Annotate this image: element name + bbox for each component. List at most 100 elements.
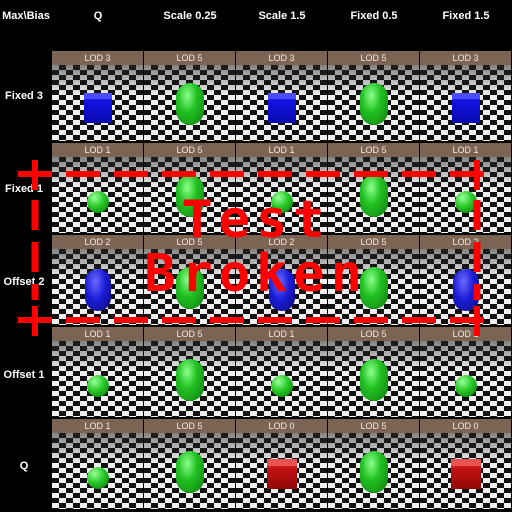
lod-label: LOD 5 bbox=[144, 419, 235, 433]
capsule-object bbox=[359, 175, 388, 217]
checkerboard-scene bbox=[328, 65, 419, 141]
checkerboard-scene bbox=[236, 249, 327, 325]
lod-label: LOD 2 bbox=[420, 235, 511, 249]
grid-cell: LOD 1 bbox=[52, 327, 143, 417]
lod-label: LOD 2 bbox=[52, 235, 143, 249]
checkerboard-scene bbox=[420, 65, 511, 141]
checkerboard-scene bbox=[328, 157, 419, 233]
lod-label: LOD 3 bbox=[52, 51, 143, 65]
grid-cell: LOD 5 bbox=[328, 143, 419, 233]
grid-cell: LOD 5 bbox=[328, 327, 419, 417]
checkerboard-scene bbox=[328, 341, 419, 417]
lod-label: LOD 0 bbox=[236, 419, 327, 433]
lod-label: LOD 1 bbox=[236, 327, 327, 341]
grid-cell: LOD 5 bbox=[144, 51, 235, 141]
checkerboard-scene bbox=[144, 249, 235, 325]
capsule-object bbox=[175, 451, 204, 493]
checkerboard-scene bbox=[236, 341, 327, 417]
cube-blue-object bbox=[451, 93, 480, 123]
row-header: Fixed 3 bbox=[5, 90, 43, 102]
capsule-blue-object bbox=[452, 269, 479, 311]
checkerboard-scene bbox=[328, 249, 419, 325]
column-header-scale-025: Scale 0.25 bbox=[163, 10, 217, 22]
lod-label: LOD 3 bbox=[420, 51, 511, 65]
lod-label: LOD 5 bbox=[328, 327, 419, 341]
lod-label: LOD 3 bbox=[236, 51, 327, 65]
lod-label: LOD 2 bbox=[236, 235, 327, 249]
lod-label: LOD 5 bbox=[328, 419, 419, 433]
lod-label: LOD 5 bbox=[328, 143, 419, 157]
lod-label: LOD 5 bbox=[144, 235, 235, 249]
lod-label: LOD 1 bbox=[52, 143, 143, 157]
checkerboard-scene bbox=[144, 433, 235, 509]
capsule-object bbox=[175, 175, 204, 217]
corner-label: Max\Bias bbox=[2, 10, 50, 22]
checkerboard-scene bbox=[52, 65, 143, 141]
grid-cell: LOD 1 bbox=[236, 327, 327, 417]
column-header-scale-15: Scale 1.5 bbox=[258, 10, 306, 22]
capsule-object bbox=[175, 267, 204, 309]
lod-label: LOD 0 bbox=[420, 419, 511, 433]
grid-cell: LOD 2 bbox=[52, 235, 143, 325]
grid-cell: LOD 5 bbox=[328, 235, 419, 325]
capsule-object bbox=[359, 359, 388, 401]
grid-cell: LOD 5 bbox=[144, 143, 235, 233]
lod-label: LOD 5 bbox=[144, 327, 235, 341]
sphere-object bbox=[86, 467, 109, 489]
grid-cell: LOD 3 bbox=[52, 51, 143, 141]
checkerboard-scene bbox=[420, 157, 511, 233]
lod-label: LOD 5 bbox=[144, 143, 235, 157]
checkerboard-scene bbox=[52, 341, 143, 417]
grid-cell: LOD 1 bbox=[52, 143, 143, 233]
capsule-object bbox=[175, 83, 204, 125]
row-header: Q bbox=[19, 460, 29, 472]
checkerboard-scene bbox=[420, 249, 511, 325]
column-header-fixed-15: Fixed 1.5 bbox=[442, 10, 490, 22]
grid-cell: LOD 3 bbox=[236, 51, 327, 141]
column-header-fixed-05: Fixed 0.5 bbox=[350, 10, 398, 22]
cube-blue-object bbox=[267, 93, 296, 123]
grid-cell: LOD 1 bbox=[420, 327, 511, 417]
grid-cell: LOD 1 bbox=[420, 143, 511, 233]
row-header: Offset 1 bbox=[3, 369, 45, 381]
capsule-blue-object bbox=[268, 269, 295, 311]
cube-red-object bbox=[450, 459, 481, 489]
row-header: Fixed 1 bbox=[5, 183, 43, 195]
row-header: Offset 2 bbox=[3, 276, 45, 288]
checkerboard-scene bbox=[420, 433, 511, 509]
cube-red-object bbox=[266, 459, 297, 489]
grid-cell: LOD 5 bbox=[144, 419, 235, 509]
sphere-object bbox=[270, 375, 293, 397]
capsule-blue-object bbox=[84, 269, 111, 311]
cube-blue-object bbox=[83, 93, 112, 123]
grid-cell: LOD 5 bbox=[328, 51, 419, 141]
grid-cell: LOD 5 bbox=[144, 235, 235, 325]
checkerboard-scene bbox=[52, 249, 143, 325]
capsule-object bbox=[359, 83, 388, 125]
sphere-object bbox=[86, 375, 109, 397]
grid-cell: LOD 2 bbox=[420, 235, 511, 325]
lod-label: LOD 1 bbox=[420, 327, 511, 341]
checkerboard-scene bbox=[236, 433, 327, 509]
sphere-object bbox=[270, 191, 293, 213]
grid-cell: LOD 1 bbox=[52, 419, 143, 509]
column-header-q: Q bbox=[93, 10, 103, 22]
lod-label: LOD 1 bbox=[236, 143, 327, 157]
grid-cell: LOD 3 bbox=[420, 51, 511, 141]
capsule-object bbox=[359, 267, 388, 309]
grid-cell: LOD 5 bbox=[328, 419, 419, 509]
checkerboard-scene bbox=[328, 433, 419, 509]
checkerboard-scene bbox=[52, 157, 143, 233]
checkerboard-scene bbox=[236, 65, 327, 141]
sphere-object bbox=[86, 191, 109, 213]
checkerboard-scene bbox=[52, 433, 143, 509]
grid-cell: LOD 2 bbox=[236, 235, 327, 325]
sphere-object bbox=[454, 375, 477, 397]
checkerboard-scene bbox=[144, 341, 235, 417]
lod-label: LOD 5 bbox=[328, 51, 419, 65]
capsule-object bbox=[175, 359, 204, 401]
lod-label: LOD 5 bbox=[144, 51, 235, 65]
checkerboard-scene bbox=[144, 157, 235, 233]
lod-label: LOD 1 bbox=[52, 419, 143, 433]
lod-label: LOD 1 bbox=[52, 327, 143, 341]
